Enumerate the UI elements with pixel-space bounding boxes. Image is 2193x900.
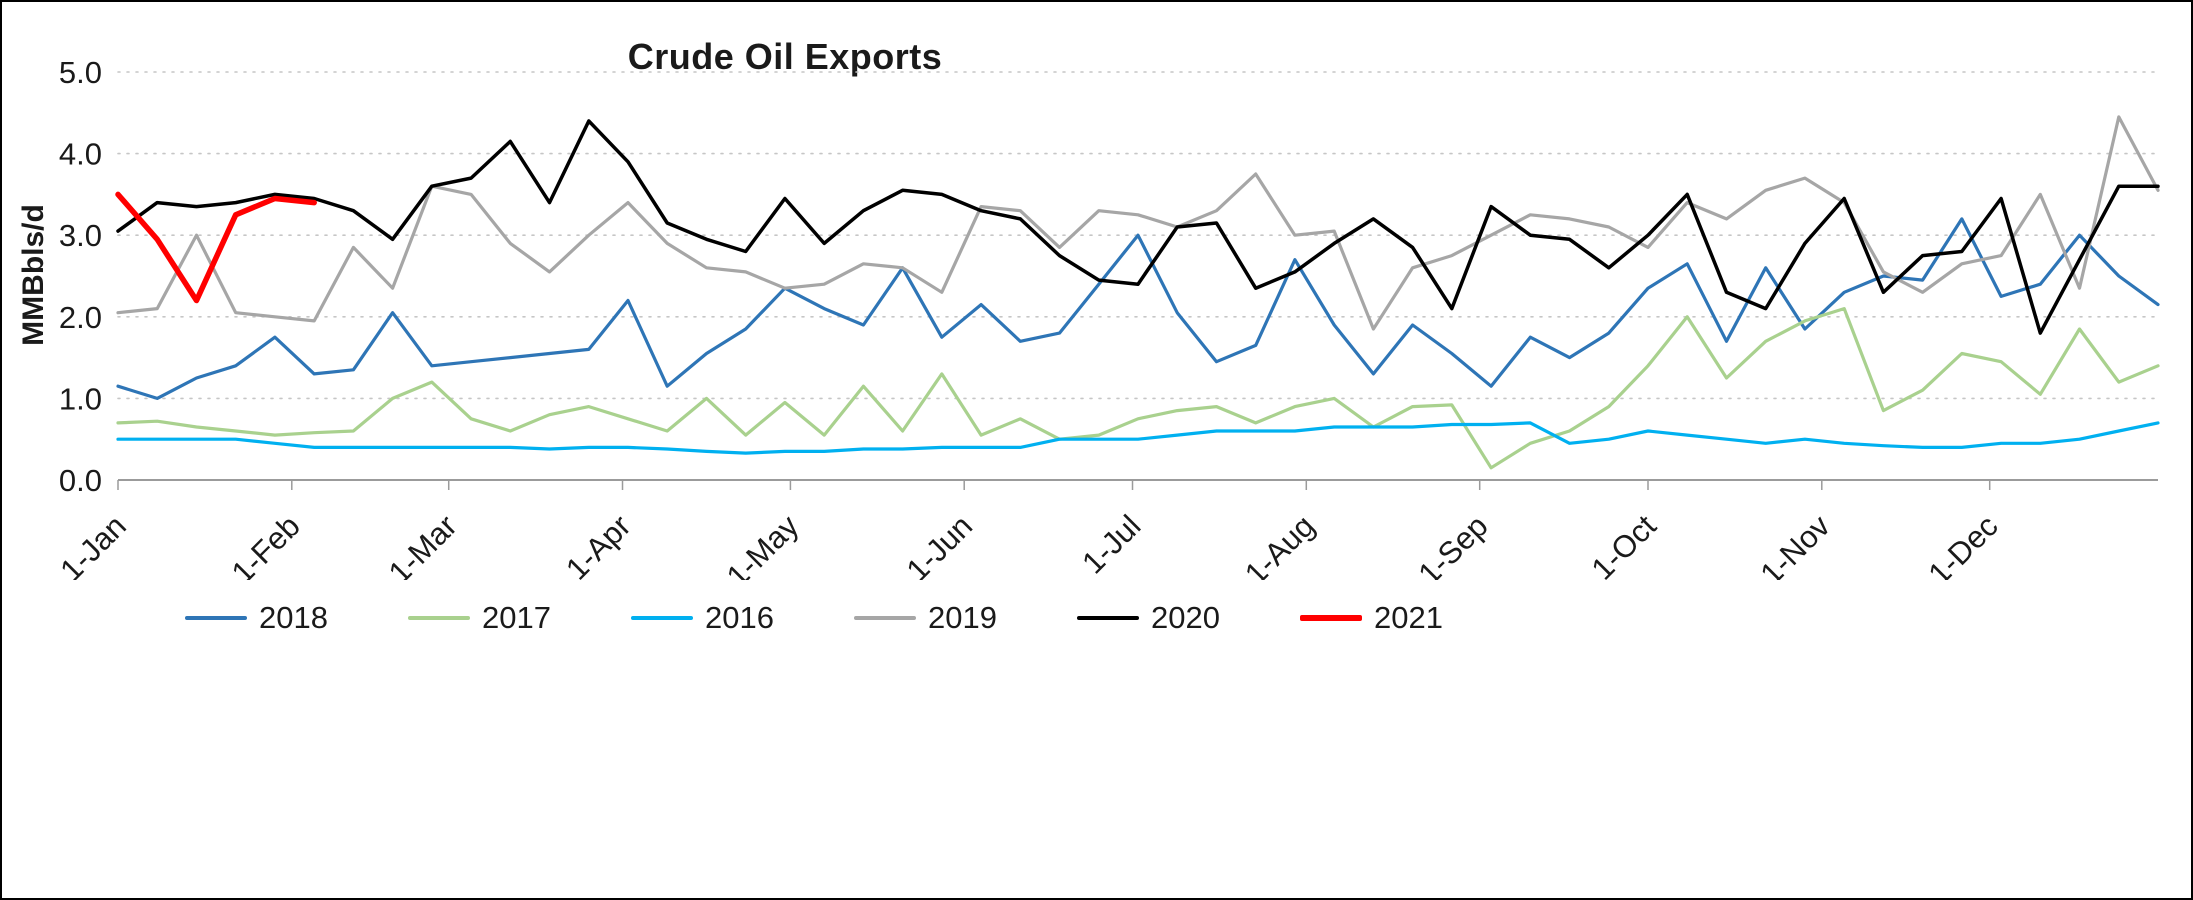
legend-swatch-2020: [1077, 616, 1139, 620]
series-line-2016[interactable]: [116, 421, 2160, 455]
x-axis-tick-label: 1-Feb: [225, 508, 307, 580]
chart-title: Crude Oil Exports: [627, 36, 943, 78]
y-axis-tick-label: 4.0: [59, 137, 102, 172]
legend-label-2019: 2019: [928, 600, 997, 635]
legend-swatch-2017: [408, 616, 470, 620]
legend-item-2020[interactable]: 2020: [1077, 600, 1300, 636]
x-axis-tick-label: 1-May: [720, 508, 806, 580]
x-axis-tick-label: 1-Sep: [1411, 508, 1494, 580]
x-axis-tick-label: 1-Aug: [1238, 508, 1321, 580]
series-line-2020[interactable]: [116, 119, 2160, 335]
series-line-2019[interactable]: [116, 115, 2160, 331]
x-axis-tick-label: 1-Mar: [382, 508, 464, 580]
legend-item-2017[interactable]: 2017: [408, 600, 631, 636]
legend-swatch-2019: [854, 616, 916, 620]
x-axis-tick-label: 1-Oct: [1585, 508, 1664, 580]
x-axis-tick-label: 1-Nov: [1754, 508, 1838, 580]
legend-item-2018[interactable]: 2018: [185, 600, 408, 636]
y-axis-tick-label: 2.0: [59, 300, 102, 335]
y-axis-tick-label: 0.0: [59, 463, 102, 498]
legend-item-2016[interactable]: 2016: [631, 600, 854, 636]
legend: 2018 2017 2016 2019 2020 2021: [185, 600, 1523, 636]
legend-label-2021: 2021: [1374, 600, 1443, 635]
legend-swatch-2018: [185, 616, 247, 620]
legend-label-2018: 2018: [259, 600, 328, 635]
series-line-2018[interactable]: [116, 217, 2160, 400]
legend-item-2019[interactable]: 2019: [854, 600, 1077, 636]
legend-label-2016: 2016: [705, 600, 774, 635]
legend-item-2021[interactable]: 2021: [1300, 600, 1523, 636]
x-axis-tick-label: 1-Dec: [1921, 508, 2004, 580]
series-line-2017[interactable]: [116, 307, 2160, 470]
legend-swatch-2016: [631, 616, 693, 620]
chart-canvas: 0.0 1.0 2.0 3.0 4.0 5.0 1-Jan 1-Feb 1-Mar 1-Apr 1-…: [53, 55, 2160, 580]
legend-label-2017: 2017: [482, 600, 551, 635]
legend-swatch-2021: [1300, 615, 1362, 621]
x-axis-tick-label: 1-Jan: [53, 508, 133, 580]
y-axis-tick-label: 5.0: [59, 55, 102, 90]
y-axis-tick-label: 3.0: [59, 218, 102, 253]
legend-label-2020: 2020: [1151, 600, 1220, 635]
y-axis-tick-label: 1.0: [59, 381, 102, 416]
x-axis-tick-label: 1-Jul: [1075, 508, 1147, 580]
series-line-2021[interactable]: [115, 191, 317, 304]
x-axis-tick-label: 1-Jun: [900, 508, 980, 580]
x-axis-tick-label: 1-Apr: [559, 508, 637, 580]
